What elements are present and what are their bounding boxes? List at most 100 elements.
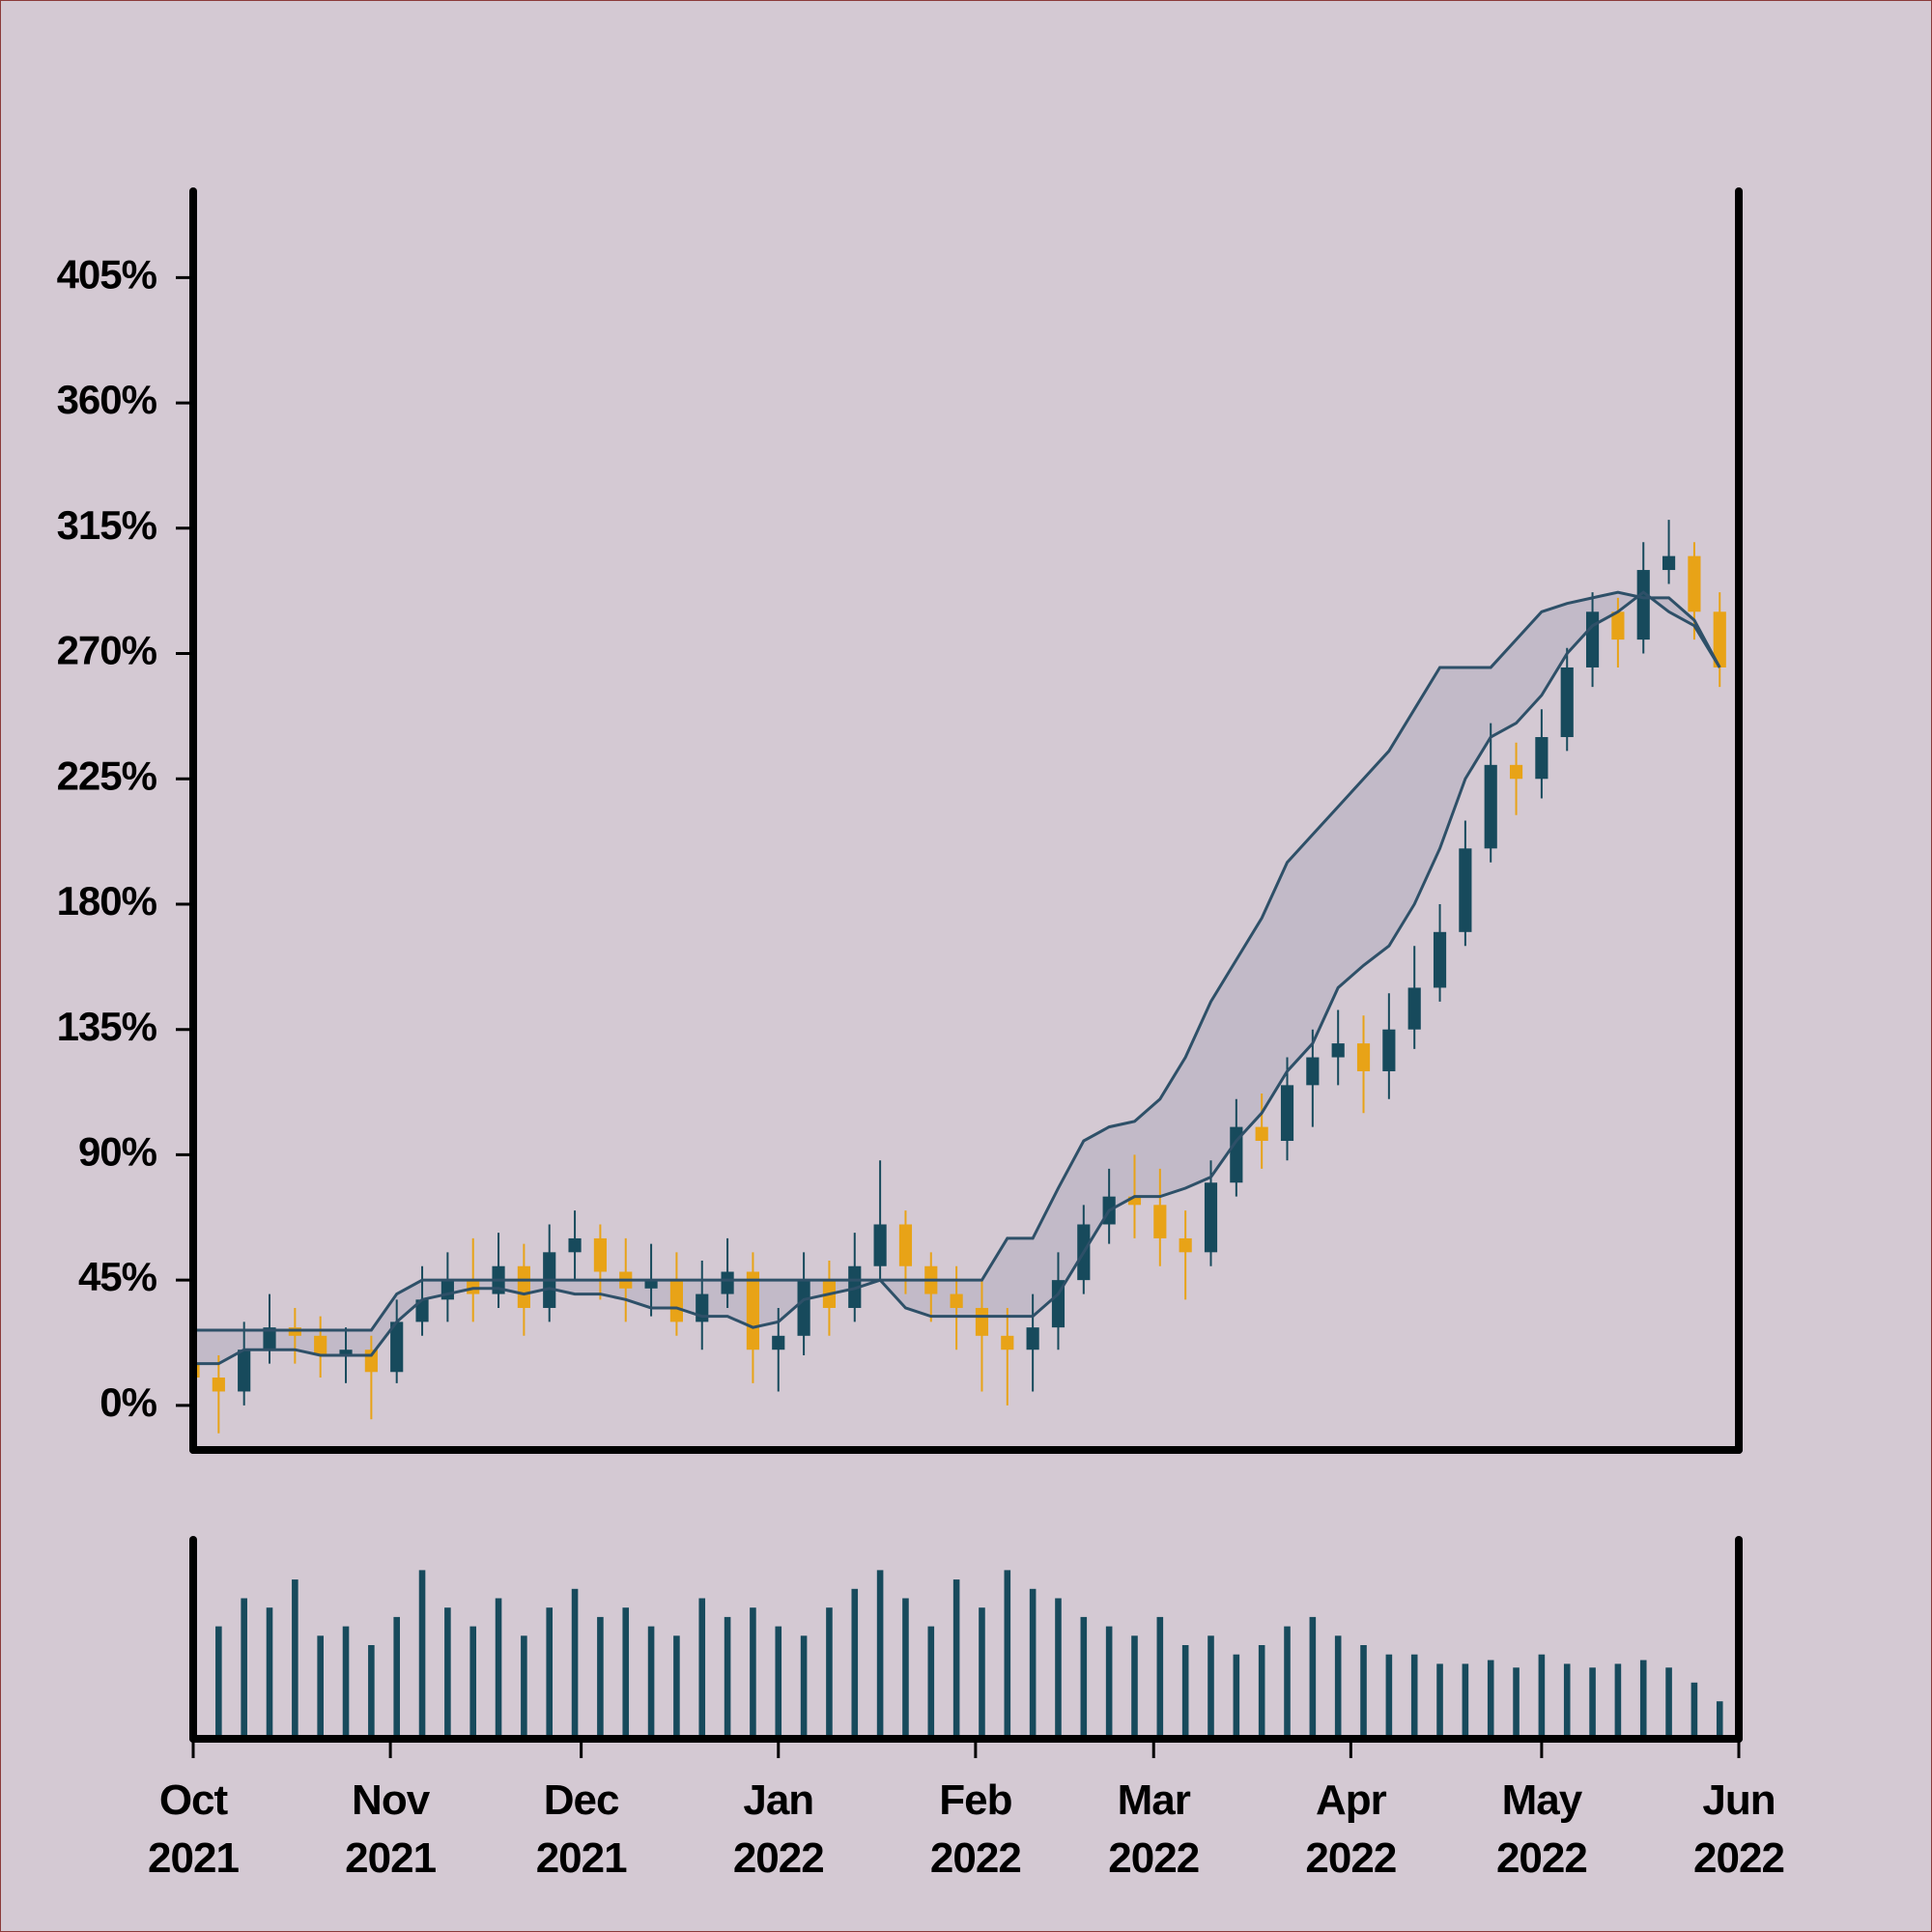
candle-body [772,1335,785,1350]
volume-bar [1080,1616,1088,1739]
candle-body [1153,1205,1167,1238]
y-tick-label: 270% [57,628,157,673]
candle-body [898,1224,913,1266]
volume-bar [1690,1682,1698,1739]
candle-body [1331,1043,1345,1058]
x-tick-label: Dec 2021 [536,1776,627,1882]
volume-bar [418,1570,426,1739]
candle-body [1127,1196,1142,1206]
plot: 0% 45% 90% 135% 180% 225% 270% 315% 360% 405% Oct 2… [57,187,1785,1882]
y-tick-label: 135% [57,1004,157,1049]
volume-bar [1589,1667,1596,1739]
volume-bar [317,1635,324,1739]
volume-bar [342,1626,350,1739]
volume-bar [979,1607,985,1739]
volume-bar [724,1616,731,1739]
volume-bar [1029,1588,1037,1739]
candle-body [873,1224,887,1266]
x-tick-label: Oct 2021 [148,1776,239,1882]
volume-panel [193,1570,1723,1739]
volume-bar [1258,1645,1265,1739]
volume-bar [1436,1663,1443,1739]
candle-body [644,1280,658,1289]
volume-bar [826,1607,833,1739]
volume-bar [800,1635,808,1739]
volume-bar [1233,1654,1240,1739]
volume-bar [647,1626,655,1739]
y-tick-label: 405% [57,251,157,297]
volume-bar [368,1645,375,1739]
volume-bar [571,1588,579,1739]
candle-body [517,1265,530,1308]
candle-body [1356,1043,1371,1071]
candle-body [1280,1085,1294,1142]
x-tick-label: Feb 2022 [930,1776,1021,1882]
candle-body [1001,1335,1014,1350]
candle-body [314,1335,327,1355]
x-tick-label: May 2022 [1496,1776,1587,1882]
x-tick-label: Mar 2022 [1108,1776,1199,1882]
volume-bar [1181,1645,1189,1739]
candle-body [1459,848,1472,932]
candle-body [1255,1126,1268,1142]
volume-bar [495,1598,502,1739]
volume-bar [1055,1598,1062,1739]
y-tick-label: 315% [57,502,157,548]
y-tick-label: 0% [99,1379,156,1425]
volume-bar [927,1626,935,1739]
volume-bar [673,1635,680,1739]
volume-bar [1487,1660,1494,1739]
volume-bar [876,1570,884,1739]
volume-bar [292,1579,298,1739]
volume-bar [1105,1626,1113,1739]
candle-body [1230,1126,1243,1183]
volume-bar [1208,1635,1214,1739]
candle-body [263,1327,276,1350]
volume-bar [1284,1626,1291,1739]
volume-bar [546,1607,554,1739]
candle-body [212,1378,225,1392]
price-panel [193,520,1726,1434]
candle-body [1204,1182,1218,1253]
candle-body [1306,1057,1320,1086]
candle-body [975,1307,989,1336]
candle-body [1535,737,1548,780]
y-tick-label: 225% [57,753,157,798]
x-tick-label: Apr 2022 [1305,1776,1396,1882]
volume-bar [1385,1654,1393,1739]
candle-body [1433,931,1447,988]
volume-bar [698,1598,706,1739]
volume-bar [1334,1635,1342,1739]
candle-body [415,1299,429,1322]
volume-bar [851,1588,859,1739]
candle-body [1407,987,1421,1030]
candle-body [1509,764,1523,780]
candle-body [339,1350,353,1355]
volume-bar [750,1607,756,1739]
volume-bar [952,1579,960,1739]
x-tick-label: Jun 2022 [1693,1776,1784,1882]
candle-body [950,1293,963,1308]
volume-bar [597,1616,604,1739]
volume-bar [1131,1635,1138,1739]
volume-bar [1360,1645,1367,1739]
candle-body [746,1271,760,1350]
candle-body [1662,555,1676,571]
y-tick-label: 90% [78,1129,157,1175]
candle-body [440,1280,454,1300]
y-tick-label: 45% [78,1254,157,1299]
volume-bar [1513,1667,1520,1739]
channel-line [193,590,1721,1366]
volume-bar [241,1598,247,1739]
volume-bar [622,1607,630,1739]
candle-body [1688,555,1701,612]
volume-bar [1665,1667,1672,1739]
candle-body [568,1237,582,1253]
candle-body [1636,570,1650,640]
volume-bar [1156,1616,1164,1739]
candle-body [1179,1237,1192,1253]
candle-body [238,1350,251,1392]
candle-body [1560,667,1574,738]
